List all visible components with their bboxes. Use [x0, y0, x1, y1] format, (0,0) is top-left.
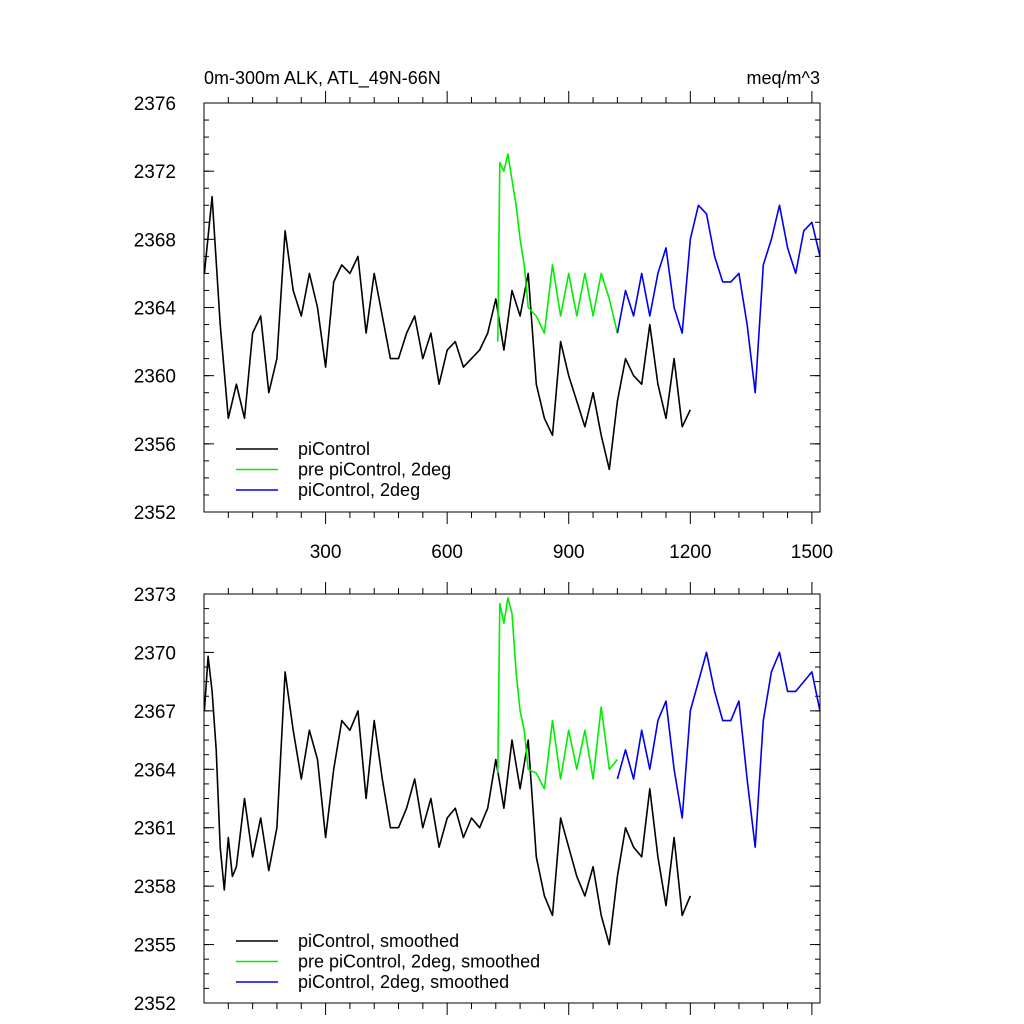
- top-ytick-label-5: 2372: [134, 162, 176, 183]
- top-legend-label-0: piControl: [298, 439, 370, 459]
- top-series-line-0: [203, 195, 692, 471]
- top-ytick-label-3: 2364: [134, 299, 177, 320]
- top-axes: 2352 2356 2360 2364 2368 2372 2376 300 600 900 120…: [134, 91, 833, 563]
- bottom-ytick-label-4: 2364: [134, 760, 177, 781]
- top-ytick-label-2: 2360: [134, 367, 176, 388]
- bottom-ytick-label-6: 2370: [134, 643, 176, 664]
- top-series-group: [203, 153, 821, 471]
- bottom-series-line-0: [203, 655, 692, 946]
- top-ytick-label-0: 2352: [134, 503, 176, 524]
- top-title-left: 0m-300m ALK, ATL_49N-66N: [204, 68, 441, 89]
- bottom-ytick-label-2: 2358: [134, 877, 176, 898]
- bottom-ytick-label-1: 2355: [134, 936, 176, 957]
- top-xtick-label-0: 300: [310, 542, 342, 563]
- top-xtick-label-1: 600: [431, 542, 463, 563]
- bottom-ytick-label-5: 2367: [134, 702, 176, 723]
- top-ytick-label-6: 2376: [134, 94, 176, 115]
- bottom-legend-label-0: piControl, smoothed: [298, 931, 459, 951]
- top-xtick-label-2: 900: [553, 542, 585, 563]
- top-legend-label-2: piControl, 2deg: [298, 480, 420, 500]
- bottom-legend-label-1: pre piControl, 2deg, smoothed: [298, 952, 540, 972]
- bottom-series-group: [203, 597, 821, 946]
- bottom-legend-label-2: piControl, 2deg, smoothed: [298, 972, 509, 992]
- bottom-ytick-label-3: 2361: [134, 819, 176, 840]
- bottom-panel: 2352 2355 2358 2361 2364 2367 2370 2373 piContr…: [134, 582, 821, 1015]
- bottom-plot-frame: [203, 593, 821, 1004]
- top-panel: 0m-300m ALK, ATL_49N-66N meq/m^3 2352235…: [134, 68, 833, 563]
- top-xtick-label-3: 1200: [669, 542, 711, 563]
- top-xtick-label-4: 1500: [791, 542, 833, 563]
- top-ytick-label-4: 2368: [134, 230, 176, 251]
- top-title-right: meq/m^3: [747, 68, 820, 88]
- bottom-ytick-label-0: 2352: [134, 994, 176, 1015]
- bottom-series-line-1: [497, 597, 619, 790]
- bottom-ytick-label-7: 2373: [134, 585, 176, 606]
- top-legend-label-1: pre piControl, 2deg: [298, 460, 451, 480]
- bottom-series-line-2: [616, 651, 821, 849]
- top-series-line-1: [497, 153, 619, 342]
- top-ytick-label-1: 2356: [134, 435, 176, 456]
- bottom-axes: 2352 2355 2358 2361 2364 2367 2370 2373: [134, 582, 820, 1015]
- top-plot-frame: [203, 102, 821, 513]
- top-series-line-2: [616, 204, 821, 394]
